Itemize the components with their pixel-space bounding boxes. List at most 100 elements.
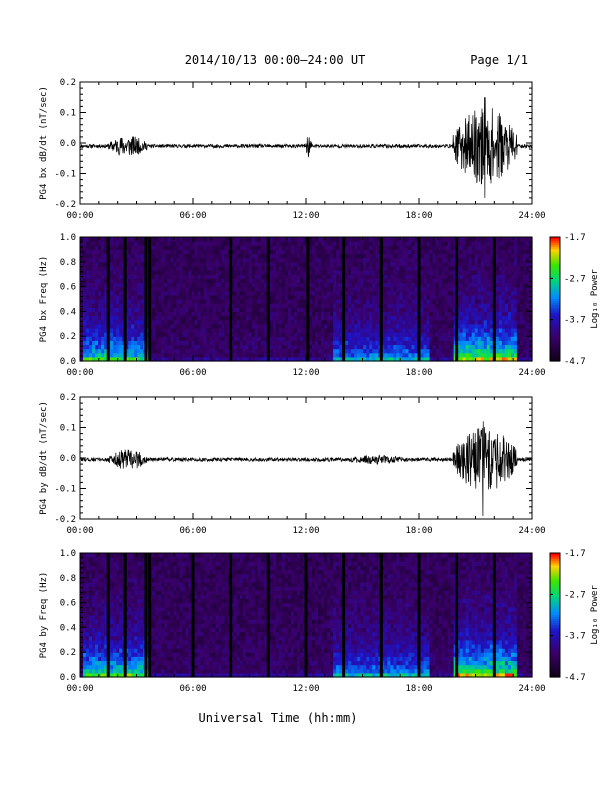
spectrogram-cell	[345, 274, 349, 279]
colorbar-tick-label: -3.7	[564, 316, 586, 326]
spectrogram-cell	[396, 356, 401, 362]
spectrogram-cell	[399, 319, 404, 325]
spectrogram-cell	[375, 290, 379, 296]
spectrogram-cell	[191, 327, 196, 333]
spectrogram-cell	[182, 270, 187, 275]
spectrogram-cell	[333, 307, 337, 312]
spectrogram-cell	[260, 241, 265, 246]
spectrogram-cell	[221, 274, 226, 279]
spectrogram-cell	[167, 286, 171, 292]
spectrogram-cell	[498, 282, 503, 288]
spectrogram-cell	[194, 356, 199, 362]
spectrogram-cell	[309, 249, 313, 255]
spectrogram-cell	[312, 274, 316, 279]
spectrogram-cell	[384, 294, 388, 300]
spectrogram-cell	[167, 336, 171, 341]
spectrogram-cell	[98, 274, 102, 279]
spectrogram-cell	[134, 299, 138, 304]
spectrogram-cell	[191, 270, 196, 275]
spectrogram-cell	[95, 340, 99, 346]
spectrogram-cell	[363, 265, 367, 271]
spectrogram-cell	[486, 237, 491, 242]
spectrogram-cell	[170, 352, 175, 358]
spectrogram-cell	[366, 282, 370, 288]
colorbar-tick-label: -2.7	[564, 274, 586, 284]
spectrogram-cell	[390, 336, 394, 341]
spectrogram-cell	[296, 356, 301, 362]
spectrogram-cell	[293, 253, 298, 259]
spectrogram-cell	[158, 274, 162, 279]
spectrogram-cell	[330, 241, 334, 246]
spectrogram-cell	[393, 311, 397, 317]
spectrogram-cell	[161, 257, 165, 263]
spectrogram-cell	[170, 265, 175, 271]
spectrogram-cell	[360, 265, 364, 271]
spectrogram-cell	[218, 261, 223, 267]
spectrogram-cell	[426, 241, 431, 246]
spectrogram-cell	[486, 352, 491, 358]
colorbar-segment	[550, 299, 560, 302]
spectrogram-cell	[155, 249, 159, 255]
spectrogram-cell	[260, 356, 265, 362]
spectrogram-cell	[212, 315, 217, 321]
spectrogram-cell	[272, 290, 277, 296]
spectrogram-cell	[251, 327, 256, 333]
spectrogram-cell	[444, 327, 449, 333]
spectrogram-cell	[351, 282, 355, 288]
spectrogram-cell	[275, 340, 280, 346]
spectrogram-cell	[242, 270, 247, 275]
spectrogram-cell	[218, 245, 223, 250]
spectrogram-cell	[92, 352, 96, 358]
spectrogram-cell	[233, 352, 238, 358]
spectrogram-cell	[363, 261, 367, 267]
spectrogram-cell	[486, 265, 491, 271]
spectrogram-cell	[83, 356, 87, 362]
spectrogram-cell	[324, 249, 328, 255]
spectrogram-cell	[372, 323, 376, 329]
spectrogram-cell	[501, 249, 506, 255]
spectrogram-cell	[339, 278, 343, 284]
spectrogram-cell	[366, 315, 370, 321]
spectrogram-cell	[327, 294, 331, 300]
spectrogram-cell	[321, 332, 325, 337]
spectrogram-cell	[513, 323, 518, 329]
spectrogram-cell	[504, 270, 509, 275]
spectrogram-cell	[405, 245, 410, 250]
spectrogram-cell	[414, 241, 419, 246]
spectrogram-cell	[245, 319, 250, 325]
spectrogram-cell	[197, 323, 202, 329]
spectrogram-cell	[137, 299, 141, 304]
spectrogram-cell	[447, 253, 452, 259]
spectrogram-cell	[158, 352, 162, 358]
spectrogram-cell	[86, 286, 90, 292]
spectrogram-cell	[318, 282, 322, 288]
spectrogram-cell	[486, 336, 491, 341]
spectrogram-cell	[465, 340, 470, 346]
spectrogram-cell	[405, 340, 410, 346]
spectrogram-cell	[131, 323, 135, 329]
spectrogram-cell	[396, 319, 401, 325]
spectrogram-cell	[146, 356, 150, 362]
spectrogram-cell	[137, 323, 141, 329]
spectrogram-cell	[197, 286, 202, 292]
spectrogram-cell	[290, 249, 295, 255]
spectrogram-cell	[293, 319, 298, 325]
spectrogram-cell	[510, 336, 515, 341]
spectrogram-cell	[251, 336, 256, 341]
spectrogram-cell	[206, 332, 211, 337]
spectrogram-cell	[363, 270, 367, 275]
spectrogram-cell	[239, 245, 244, 250]
spectrogram-cell	[381, 237, 385, 242]
spectrogram-cell	[426, 299, 431, 304]
spectrogram-cell	[215, 303, 220, 308]
spectrogram-cell	[128, 332, 132, 337]
spectrogram-cell	[272, 315, 277, 321]
spectrogram-cell	[318, 245, 322, 250]
spectrogram-cell	[89, 319, 93, 325]
spectrogram-cell	[248, 348, 253, 354]
spectrogram-cell	[206, 286, 211, 292]
spectrogram-cell	[95, 299, 99, 304]
spectrogram-cell	[254, 340, 259, 346]
spectrogram-cell	[510, 319, 515, 325]
spectrogram-cell	[396, 274, 401, 279]
